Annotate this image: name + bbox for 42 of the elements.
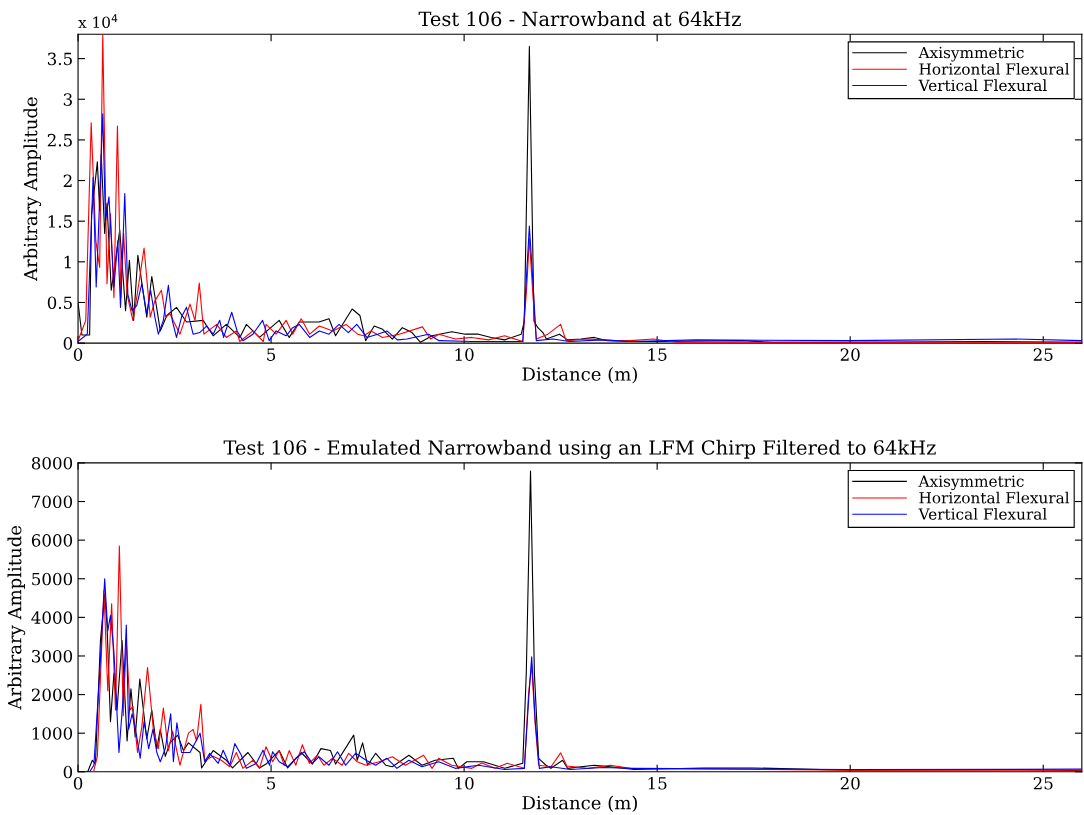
y-axis-title: Arbitrary Amplitude [23, 97, 42, 282]
y-tick-label: 3000 [32, 649, 73, 663]
y-tick-label: 3.5 [47, 52, 72, 66]
x-tick-label: 0 [73, 776, 83, 790]
legend-label: Vertical Flexural [918, 507, 1047, 520]
x-tick-label: 5 [267, 348, 276, 361]
x-tick-label: 20 [840, 348, 860, 361]
y-tick-label: 6000 [31, 534, 73, 547]
x-axis-title: Distance (m) [522, 795, 637, 813]
legend-label: Horizontal Flexural [919, 491, 1070, 504]
x-tick-label: 25 [1033, 348, 1053, 361]
x-tick-label: 25 [1033, 776, 1053, 790]
y-tick-label: 1.5 [48, 215, 72, 228]
chart-title: Test 106 - Emulated Narrowband using an LFM Chirp Filtered to 64kHz [223, 439, 936, 459]
y-tick-label: 1000 [32, 727, 73, 740]
legend-label: Horizontal Flexural [919, 62, 1070, 75]
y-tick-label: 2000 [31, 688, 73, 702]
x-tick-label: 15 [648, 348, 667, 361]
legend-label: Axisymmetric [918, 475, 1024, 491]
x-tick-label: 15 [648, 776, 667, 790]
legend-label: Axisymmetric [918, 46, 1024, 62]
x-axis-title: Distance (m) [522, 366, 637, 384]
text: x 10$^{4}$ [78, 14, 118, 29]
y-tick-label: 1 [64, 255, 71, 269]
legend-label: Vertical Flexural [918, 79, 1047, 92]
y-tick-label: 8000 [31, 456, 73, 470]
y-tick-label: 4000 [31, 611, 73, 624]
y-tick-label: 3 [63, 93, 72, 106]
y-tick-label: 0 [63, 337, 73, 350]
y-tick-label: 7000 [32, 495, 73, 509]
chart-title: Test 106 - Narrowband at 64kHz [418, 11, 741, 27]
x-tick-label: 10 [455, 776, 474, 790]
y-tick-label: 2.5 [47, 133, 72, 147]
y-tick-label: 0.5 [47, 296, 72, 310]
y-tick-label: 5000 [32, 572, 73, 586]
x-tick-label: 5 [267, 777, 276, 790]
x-tick-label: 20 [840, 776, 860, 790]
y-tick-label: 0 [63, 765, 73, 779]
x-tick-label: 0 [73, 348, 83, 361]
y-axis-title: Arbitrary Amplitude [7, 525, 26, 710]
y-tick-label: 2 [63, 174, 72, 187]
x-tick-label: 10 [455, 348, 474, 361]
